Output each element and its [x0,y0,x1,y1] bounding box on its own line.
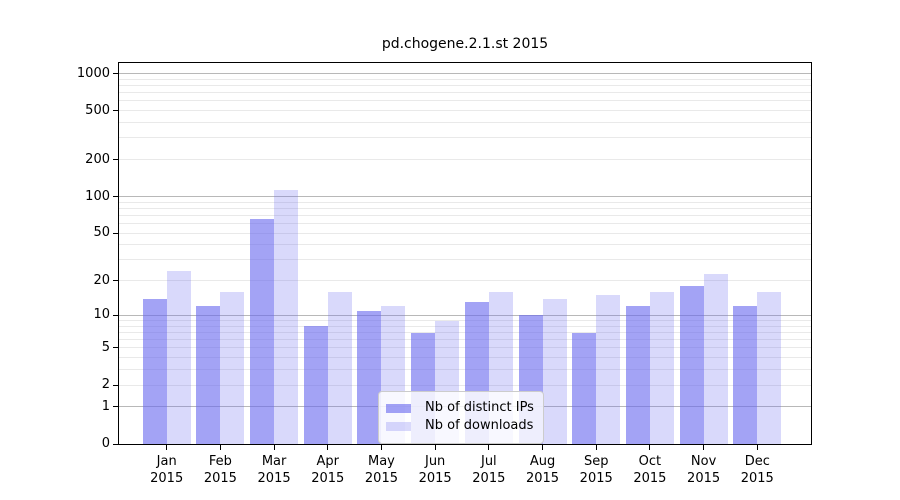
y-tick-mark-5 [113,347,118,349]
legend-swatch-downloads [386,421,411,431]
bar-distinct-ips-nov [679,286,704,444]
gridline-30 [119,259,811,261]
legend: Nb of distinct IPs Nb of downloads [378,391,544,444]
y-tick-mark-50 [113,232,118,234]
x-tick-label-apr: Apr 2015 [311,454,345,486]
x-tick-label-jun: Jun 2015 [418,454,452,486]
bar-downloads-oct [649,292,674,444]
chart-title: pd.chogene.2.1.st 2015 [381,36,549,52]
bar-downloads-aug [542,298,567,444]
x-tick-label-sep: Sep 2015 [579,454,613,486]
gridline-700 [119,92,811,94]
y-tick-mark-500 [113,110,118,112]
bar-distinct-ips-oct [625,306,650,444]
x-tick-mark-nov [703,445,705,450]
bar-downloads-dec [757,292,782,444]
x-tick-mark-aug [542,445,544,450]
gridline-40 [119,244,811,246]
y-tick-mark-20 [113,280,118,282]
gridline-1000 [119,73,811,74]
y-tick-label-0: 0 [101,436,110,451]
legend-label-distinct-ips: Nb of distinct IPs [425,400,534,415]
y-tick-mark-200 [113,159,118,161]
y-tick-mark-10 [113,314,118,316]
x-tick-mark-sep [595,445,597,450]
y-tick-label-1000: 1000 [76,65,110,81]
y-tick-label-1: 1 [101,398,110,414]
x-tick-mark-may [380,445,382,450]
x-tick-label-aug: Aug 2015 [525,454,560,486]
x-tick-label-oct: Oct 2015 [633,454,667,486]
bar-distinct-ips-jan [142,298,167,444]
x-tick-label-jan: Jan 2015 [150,454,184,486]
bar-distinct-ips-sep [572,332,597,444]
bar-downloads-sep [596,295,621,444]
gridline-100 [119,196,811,197]
bar-downloads-jan [166,271,191,444]
y-tick-mark-100 [113,196,118,197]
legend-label-downloads: Nb of downloads [425,418,534,433]
gridline-400 [119,122,811,124]
gridline-80 [119,207,811,209]
gridline-200 [119,159,811,161]
gridline-20 [119,280,811,282]
x-tick-mark-jun [434,445,436,450]
legend-swatch-distinct-ips [386,403,411,413]
gridline-600 [119,100,811,102]
x-tick-label-mar: Mar 2015 [257,454,291,486]
gridline-300 [119,137,811,139]
gridline-500 [119,110,811,112]
y-tick-label-100: 100 [85,188,110,204]
x-tick-mark-jan [166,445,168,450]
y-tick-label-2: 2 [101,377,110,393]
y-tick-label-50: 50 [93,225,110,241]
bar-downloads-feb [220,292,245,444]
bar-distinct-ips-apr [303,326,328,444]
bar-distinct-ips-may [357,310,382,444]
x-tick-label-may: May 2015 [364,454,398,486]
bar-downloads-apr [327,292,352,444]
bar-distinct-ips-feb [196,306,221,444]
x-tick-label-dec: Dec 2015 [740,454,774,486]
x-tick-label-jul: Jul 2015 [472,454,506,486]
y-tick-label-20: 20 [93,272,110,288]
x-tick-mark-dec [756,445,758,450]
x-tick-mark-mar [273,445,275,450]
x-tick-label-nov: Nov 2015 [687,454,721,486]
gridline-50 [119,232,811,234]
bar-downloads-mar [274,190,299,444]
gridline-60 [119,223,811,225]
x-tick-mark-feb [219,445,221,450]
y-tick-label-10: 10 [93,307,110,323]
x-tick-mark-apr [327,445,329,450]
y-tick-mark-0 [113,443,118,445]
x-tick-mark-jul [488,445,490,450]
bar-distinct-ips-mar [250,218,275,444]
x-tick-label-feb: Feb 2015 [203,454,237,486]
plot-area [118,62,812,445]
y-tick-mark-1000 [113,73,118,74]
gridline-70 [119,214,811,216]
y-tick-label-200: 200 [85,151,110,167]
y-tick-mark-2 [113,384,118,386]
y-tick-mark-1 [113,406,118,408]
gridline-900 [119,78,811,80]
bar-distinct-ips-dec [733,306,758,444]
gridline-800 [119,84,811,86]
y-tick-label-5: 5 [101,339,110,355]
gridline-90 [119,201,811,203]
legend-item-distinct-ips: Nb of distinct IPs [386,400,534,416]
y-tick-label-500: 500 [85,102,110,118]
x-tick-mark-oct [649,445,651,450]
legend-item-downloads: Nb of downloads [386,418,534,434]
bar-downloads-nov [703,273,728,444]
